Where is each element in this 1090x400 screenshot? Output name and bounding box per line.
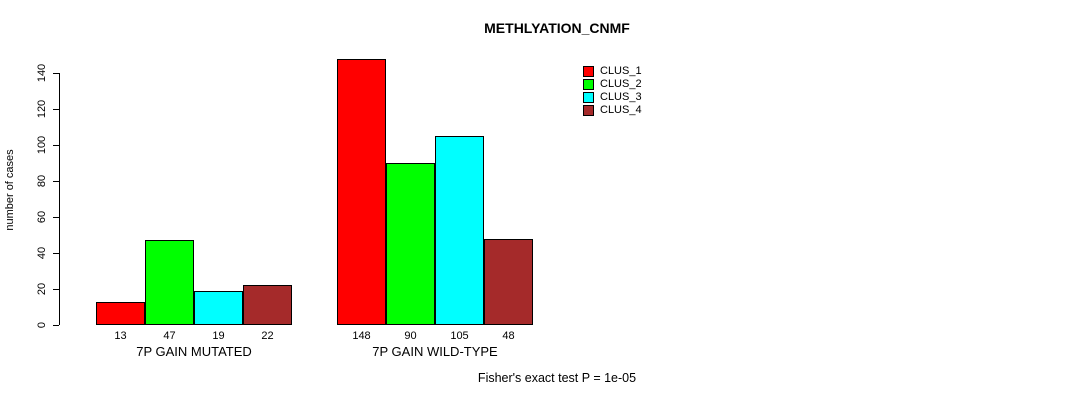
y-axis-tick-label: 20 bbox=[36, 282, 48, 296]
group-label-2: 7P GAIN WILD-TYPE bbox=[372, 344, 498, 359]
bar-clus_3-group2 bbox=[435, 136, 484, 325]
y-axis-tick-label: 60 bbox=[36, 210, 48, 224]
y-axis-tick bbox=[53, 289, 59, 290]
y-axis-title: number of cases bbox=[4, 149, 16, 231]
y-axis-line bbox=[59, 73, 60, 325]
legend-label: CLUS_1 bbox=[600, 65, 642, 77]
chart-title: METHLYATION_CNMF bbox=[484, 20, 630, 36]
legend-label: CLUS_3 bbox=[600, 91, 642, 103]
y-axis-tick bbox=[53, 325, 59, 326]
y-axis-tick-label: 140 bbox=[36, 63, 48, 83]
bar-clus_1-group1 bbox=[96, 302, 145, 325]
bar-clus_3-group1 bbox=[194, 291, 243, 325]
y-axis-tick-label: 100 bbox=[36, 135, 48, 155]
y-axis-tick bbox=[53, 109, 59, 110]
bar-value-label: 105 bbox=[450, 330, 469, 342]
y-axis-tick bbox=[53, 145, 59, 146]
y-axis-tick bbox=[53, 253, 59, 254]
bar-value-label: 22 bbox=[261, 330, 274, 342]
bar-value-label: 148 bbox=[352, 330, 371, 342]
legend-item-clus_2: CLUS_2 bbox=[583, 78, 642, 91]
legend-swatch-clus_4 bbox=[583, 105, 594, 116]
y-axis-tick-label: 80 bbox=[36, 174, 48, 188]
bar-value-label: 47 bbox=[163, 330, 176, 342]
bar-clus_1-group2 bbox=[337, 59, 386, 325]
legend-label: CLUS_4 bbox=[600, 104, 642, 116]
bar-value-label: 48 bbox=[502, 330, 515, 342]
bar-clus_4-group2 bbox=[484, 239, 533, 325]
legend-swatch-clus_1 bbox=[583, 66, 594, 77]
bar-value-label: 90 bbox=[404, 330, 417, 342]
legend-item-clus_1: CLUS_1 bbox=[583, 65, 642, 78]
bar-clus_4-group1 bbox=[243, 285, 292, 325]
bar-value-label: 19 bbox=[212, 330, 225, 342]
legend: CLUS_1 CLUS_2 CLUS_3 CLUS_4 bbox=[583, 65, 642, 117]
bar-clus_2-group2 bbox=[386, 163, 435, 325]
group-label-1: 7P GAIN MUTATED bbox=[136, 344, 252, 359]
legend-item-clus_3: CLUS_3 bbox=[583, 91, 642, 104]
legend-label: CLUS_2 bbox=[600, 78, 642, 90]
y-axis-tick bbox=[53, 181, 59, 182]
bar-clus_2-group1 bbox=[145, 240, 194, 325]
bar-value-label: 13 bbox=[114, 330, 127, 342]
y-axis-tick bbox=[53, 73, 59, 74]
legend-item-clus_4: CLUS_4 bbox=[583, 104, 642, 117]
y-axis-tick-label: 120 bbox=[36, 99, 48, 119]
y-axis-tick bbox=[53, 217, 59, 218]
caption-fishers-test: Fisher's exact test P = 1e-05 bbox=[477, 371, 637, 385]
legend-swatch-clus_3 bbox=[583, 92, 594, 103]
y-axis-tick-label: 0 bbox=[36, 321, 48, 329]
y-axis-tick-label: 40 bbox=[36, 246, 48, 260]
legend-swatch-clus_2 bbox=[583, 79, 594, 90]
